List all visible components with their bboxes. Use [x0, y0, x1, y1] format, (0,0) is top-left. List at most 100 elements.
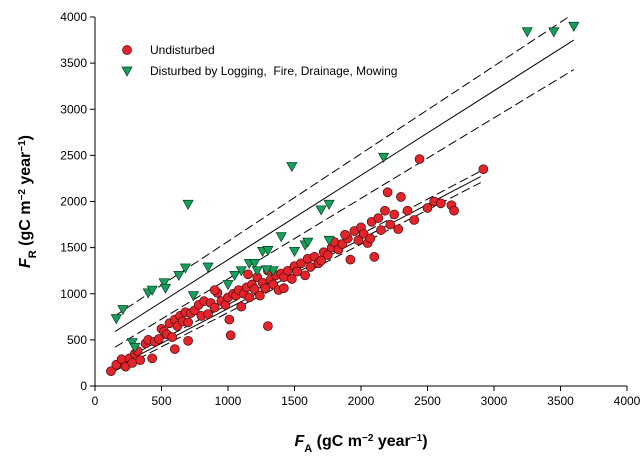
point [478, 164, 489, 175]
point [409, 215, 420, 225]
point [202, 262, 214, 273]
point [323, 235, 335, 246]
ylabel-part: F [17, 257, 34, 268]
point [209, 302, 220, 313]
point [183, 335, 193, 346]
point [169, 344, 180, 354]
point [369, 252, 380, 262]
point [414, 154, 425, 164]
xlabel-part: year [373, 433, 410, 450]
point [380, 205, 390, 216]
point [236, 301, 247, 312]
point [244, 292, 255, 303]
point [224, 314, 235, 325]
point [345, 254, 356, 265]
x-tick-label: 3000 [481, 394, 508, 408]
ylabel-part: ) [17, 135, 34, 140]
ylabel-part: (gC m [17, 201, 34, 251]
y-tick-label: 500 [67, 333, 87, 347]
xlabel-part: ) [422, 433, 427, 450]
x-tick-label: 1500 [281, 394, 308, 408]
y-tick-label: 0 [80, 379, 87, 393]
point [179, 263, 192, 274]
point [305, 262, 316, 272]
point [382, 187, 393, 198]
point [135, 355, 146, 366]
point [263, 321, 273, 331]
x-tick-label: 500 [151, 394, 171, 408]
point [300, 270, 310, 281]
point [389, 209, 400, 220]
legend-marker [122, 45, 132, 55]
point [402, 205, 413, 216]
xlabel-part: −2 [362, 433, 374, 444]
fit-line [114, 39, 575, 332]
point [396, 192, 406, 202]
y-tick-label: 3000 [60, 102, 87, 116]
point [340, 229, 350, 240]
y-tick-label: 2500 [60, 148, 87, 162]
legend-marker [121, 66, 133, 77]
point [353, 235, 364, 246]
x-tick-label: 0 [92, 394, 99, 408]
xlabel-label: FA (gC m−2 year−1) [294, 433, 427, 456]
ylabel-label: FR (gC m−2 year−1) [17, 135, 40, 268]
point [260, 283, 271, 294]
point [262, 246, 274, 257]
y-tick-label: 1000 [60, 287, 87, 301]
point [167, 332, 177, 342]
point [249, 258, 261, 270]
x-tick-label: 4000 [614, 394, 641, 408]
point [292, 266, 303, 277]
point [225, 330, 236, 341]
point [203, 309, 213, 319]
fit-line [114, 69, 575, 348]
point [358, 228, 369, 239]
point [548, 27, 560, 38]
point [187, 291, 200, 302]
y-tick-label: 4000 [60, 10, 87, 24]
x-tick-label: 1000 [215, 394, 242, 408]
point [435, 198, 446, 209]
point [251, 266, 263, 277]
point [279, 283, 289, 294]
x-tick-label: 2500 [414, 394, 441, 408]
point [129, 342, 141, 353]
point [322, 250, 333, 260]
point [393, 224, 404, 235]
y-tick-label: 3500 [60, 56, 87, 70]
point [275, 232, 287, 243]
point [255, 290, 265, 301]
point [568, 21, 580, 32]
point [365, 233, 376, 244]
point [286, 274, 297, 284]
xlabel-part: F [294, 433, 305, 450]
point [449, 205, 459, 216]
point [385, 219, 396, 230]
point [521, 27, 533, 38]
point [422, 203, 433, 213]
point [243, 269, 253, 280]
point [286, 162, 298, 173]
legend-label: Undisturbed [150, 43, 215, 57]
x-tick-label: 3500 [547, 394, 574, 408]
ylabel-part: −1 [17, 140, 28, 152]
xlabel-part: A [304, 443, 312, 455]
point [106, 366, 116, 377]
point [315, 205, 327, 216]
point [182, 199, 194, 210]
legend-label: Disturbed by Logging, Fire, Drainage, Mo… [150, 64, 397, 78]
point [183, 317, 193, 328]
point [260, 265, 273, 276]
ylabel-part: R [27, 250, 39, 258]
point [302, 237, 314, 248]
point [283, 265, 293, 276]
point [117, 305, 129, 316]
point [146, 285, 158, 296]
point [209, 285, 220, 295]
ylabel-part: year [17, 152, 34, 189]
y-tick-label: 1500 [60, 241, 87, 255]
point [249, 284, 260, 294]
point [147, 353, 158, 364]
